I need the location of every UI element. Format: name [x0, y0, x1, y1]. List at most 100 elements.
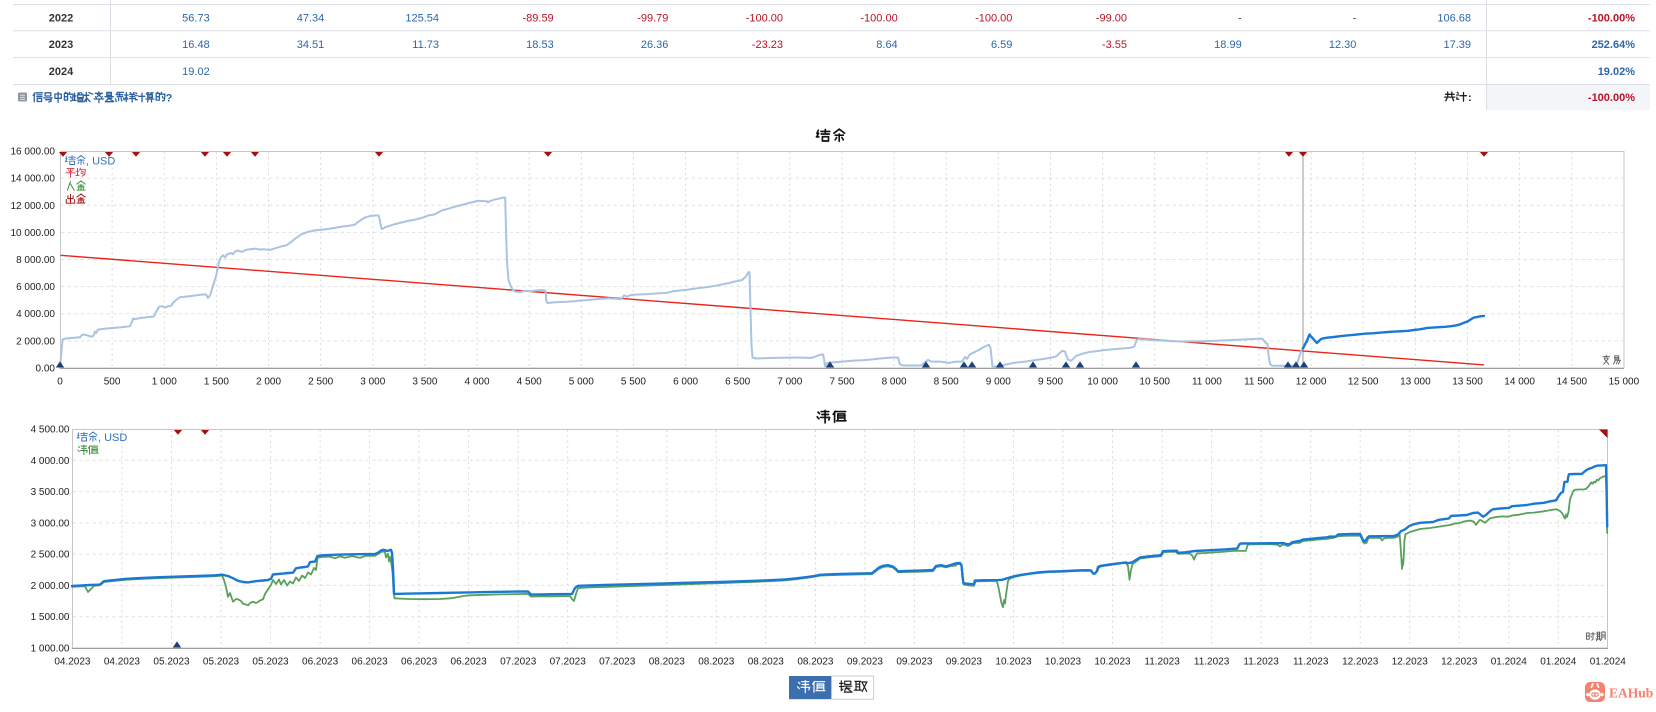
svg-text:06.2023: 06.2023: [401, 657, 438, 668]
svg-text:2 000.00: 2 000.00: [16, 336, 55, 347]
svg-text:4 500.00: 4 500.00: [31, 425, 70, 436]
svg-text:6.59: 6.59: [991, 39, 1012, 51]
svg-text:-89.59: -89.59: [522, 13, 553, 25]
svg-text:15 000: 15 000: [1609, 377, 1640, 388]
svg-text:10 000.00: 10 000.00: [11, 228, 56, 239]
svg-text:09.2023: 09.2023: [847, 657, 884, 668]
svg-text:11 000: 11 000: [1192, 377, 1222, 388]
svg-text:26.36: 26.36: [641, 39, 669, 51]
svg-text:1 000: 1 000: [152, 377, 177, 388]
svg-text:2024: 2024: [49, 66, 74, 78]
svg-text:56.73: 56.73: [182, 13, 210, 25]
svg-text:14 000: 14 000: [1504, 377, 1535, 388]
svg-text:2023: 2023: [49, 39, 73, 51]
svg-text:-99.00: -99.00: [1096, 13, 1127, 25]
svg-text:01.2024: 01.2024: [1540, 657, 1577, 668]
svg-text:12 500: 12 500: [1348, 377, 1379, 388]
svg-text:16.48: 16.48: [182, 39, 210, 51]
svg-text:4 000.00: 4 000.00: [16, 309, 55, 320]
svg-text:125.54: 125.54: [405, 13, 439, 25]
svg-text:-100.00: -100.00: [746, 13, 783, 25]
svg-text:08.2023: 08.2023: [649, 657, 686, 668]
svg-text:18.99: 18.99: [1214, 39, 1242, 51]
svg-text:01.2024: 01.2024: [1590, 657, 1627, 668]
svg-text:05.2023: 05.2023: [203, 657, 240, 668]
svg-text:11.2023: 11.2023: [1144, 657, 1180, 668]
svg-text:2 500: 2 500: [308, 377, 333, 388]
svg-text:-23.23: -23.23: [752, 39, 783, 51]
svg-text:4 500: 4 500: [517, 377, 542, 388]
svg-text:500: 500: [104, 377, 121, 388]
svg-text:6 500: 6 500: [725, 377, 750, 388]
svg-text:8 500: 8 500: [934, 377, 959, 388]
svg-text:12.2023: 12.2023: [1342, 657, 1379, 668]
svg-text:04.2023: 04.2023: [104, 657, 141, 668]
svg-text:-: -: [1238, 13, 1242, 25]
svg-text:09.2023: 09.2023: [896, 657, 933, 668]
svg-text:0.00: 0.00: [36, 364, 56, 375]
svg-text:18.53: 18.53: [526, 39, 554, 51]
svg-text:2022: 2022: [49, 13, 73, 25]
svg-text:19.02%: 19.02%: [1598, 66, 1636, 78]
svg-text:-: -: [1353, 13, 1357, 25]
svg-text:3 500.00: 3 500.00: [31, 487, 70, 498]
svg-text:-3.55: -3.55: [1102, 39, 1127, 51]
svg-text:11.2023: 11.2023: [1243, 657, 1279, 668]
svg-text:-100.00%: -100.00%: [1588, 92, 1635, 104]
svg-text:5 500: 5 500: [621, 377, 646, 388]
svg-text:?: ?: [166, 93, 173, 105]
svg-text:14 000.00: 14 000.00: [11, 174, 56, 185]
svg-text:3 000.00: 3 000.00: [31, 518, 70, 529]
svg-text:13 500: 13 500: [1452, 377, 1483, 388]
svg-text:12.2023: 12.2023: [1441, 657, 1478, 668]
svg-text:47.34: 47.34: [297, 13, 325, 25]
svg-text:01.2024: 01.2024: [1491, 657, 1528, 668]
svg-text:1 000.00: 1 000.00: [31, 644, 70, 655]
svg-text:12 000.00: 12 000.00: [11, 201, 56, 212]
svg-text:04.2023: 04.2023: [54, 657, 91, 668]
svg-text:4 000: 4 000: [464, 377, 489, 388]
svg-text:14 500: 14 500: [1557, 377, 1588, 388]
svg-text:252.64%: 252.64%: [1592, 39, 1636, 51]
svg-text:06.2023: 06.2023: [352, 657, 389, 668]
svg-text:12.2023: 12.2023: [1392, 657, 1429, 668]
svg-text:-100.00: -100.00: [860, 13, 897, 25]
svg-text:10.2023: 10.2023: [1094, 657, 1131, 668]
svg-text:7 000: 7 000: [777, 377, 802, 388]
svg-text:6 000: 6 000: [673, 377, 698, 388]
svg-text:12.30: 12.30: [1329, 39, 1357, 51]
svg-text:13 000: 13 000: [1400, 377, 1431, 388]
svg-text:8 000: 8 000: [882, 377, 907, 388]
svg-text:4 000.00: 4 000.00: [31, 456, 70, 467]
svg-text:9 000: 9 000: [986, 377, 1011, 388]
svg-text:1 500: 1 500: [204, 377, 229, 388]
svg-text:06.2023: 06.2023: [451, 657, 488, 668]
svg-text:06.2023: 06.2023: [302, 657, 339, 668]
svg-text:12 000: 12 000: [1296, 377, 1327, 388]
svg-text:5 000: 5 000: [569, 377, 594, 388]
svg-text:10 500: 10 500: [1139, 377, 1170, 388]
svg-text:34.51: 34.51: [297, 39, 325, 51]
svg-text:9 500: 9 500: [1038, 377, 1063, 388]
svg-text::: :: [1468, 92, 1472, 104]
svg-text:08.2023: 08.2023: [698, 657, 735, 668]
svg-text:07.2023: 07.2023: [550, 657, 587, 668]
svg-text:, USD: , USD: [98, 432, 127, 444]
svg-text:17.39: 17.39: [1443, 39, 1471, 51]
svg-text:106.68: 106.68: [1437, 13, 1471, 25]
svg-text:09.2023: 09.2023: [946, 657, 983, 668]
svg-text:-100.00: -100.00: [975, 13, 1012, 25]
svg-text:EAHub: EAHub: [1609, 686, 1653, 701]
svg-text:07.2023: 07.2023: [500, 657, 537, 668]
svg-text:6 000.00: 6 000.00: [16, 282, 55, 293]
svg-text:11.2023: 11.2023: [1293, 657, 1329, 668]
svg-text:2 000: 2 000: [256, 377, 281, 388]
svg-text:05.2023: 05.2023: [252, 657, 289, 668]
svg-text:-99.79: -99.79: [637, 13, 668, 25]
svg-text:0: 0: [57, 377, 63, 388]
svg-text:2 500.00: 2 500.00: [31, 550, 70, 561]
svg-text:3 000: 3 000: [360, 377, 385, 388]
svg-text:08.2023: 08.2023: [748, 657, 785, 668]
svg-text:-100.00%: -100.00%: [1588, 13, 1635, 25]
svg-text:2 000.00: 2 000.00: [31, 581, 70, 592]
